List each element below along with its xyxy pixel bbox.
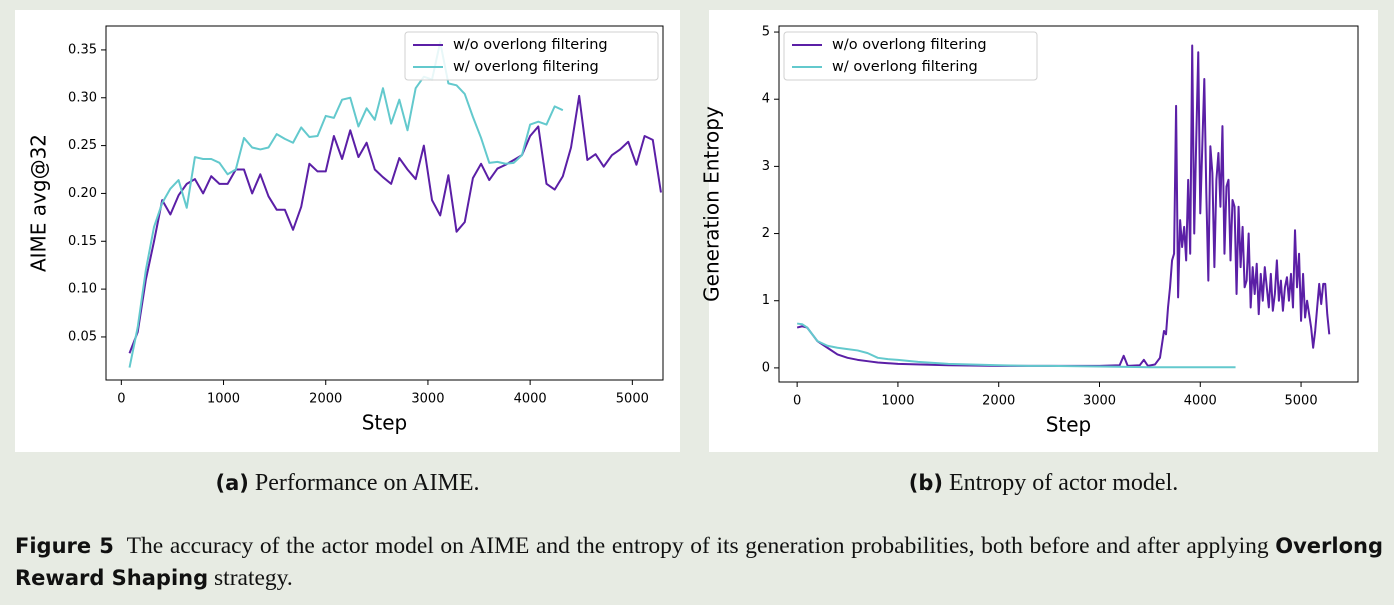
subcaption-a: (a) Performance on AIME. <box>15 470 680 497</box>
series-line <box>796 44 1331 367</box>
legend-label: w/o overlong filtering <box>453 37 608 53</box>
y-axis-label: Generation Entropy <box>700 106 724 302</box>
y-tick-label: 0.10 <box>68 282 97 297</box>
plot-frame <box>105 25 664 381</box>
x-tick-label: 3000 <box>1083 394 1116 409</box>
x-tick-label: 2000 <box>982 394 1015 409</box>
y-tick-label: 0.30 <box>68 90 97 105</box>
figure-label: Figure 5 <box>15 534 114 558</box>
y-tick-label: 0 <box>762 360 770 375</box>
y-tick-label: 0.05 <box>68 329 97 344</box>
figure-panels: 0 1000 2000 3000 4000 5000 0.05 0.10 0.15 0.20 0.2… <box>15 10 1378 452</box>
panel-a <box>15 10 680 452</box>
figure-caption: Figure 5 The accuracy of the actor model… <box>15 530 1383 594</box>
subcaption-b: (b) Entropy of actor model. <box>709 470 1378 497</box>
x-tick-label: 4000 <box>1184 394 1217 409</box>
caption-text-end: strategy. <box>214 565 293 591</box>
y-tick-label: 3 <box>762 159 770 174</box>
panel-b <box>709 10 1378 452</box>
y-tick-label: 0.35 <box>68 42 97 57</box>
legend-label: w/ overlong filtering <box>453 59 599 75</box>
y-tick-label: 5 <box>762 25 770 40</box>
y-axis-label: AIME avg@32 <box>27 134 51 272</box>
y-tick-label: 0.25 <box>68 138 97 153</box>
plot-frame <box>778 25 1359 383</box>
y-tick-label: 1 <box>762 293 770 308</box>
legend-box <box>404 31 659 81</box>
x-axis-label: Step <box>1046 413 1092 437</box>
x-tick-label: 0 <box>793 394 801 409</box>
x-tick-label: 4000 <box>514 392 547 407</box>
y-tick-label: 0.15 <box>68 234 97 249</box>
x-tick-label: 2000 <box>309 392 342 407</box>
x-tick-label: 5000 <box>1285 394 1318 409</box>
legend-label: w/ overlong filtering <box>832 59 978 75</box>
x-tick-label: 0 <box>117 392 125 407</box>
subcaption-label: (b) <box>908 471 943 495</box>
y-tick-label: 4 <box>762 92 770 107</box>
series-line <box>128 94 662 354</box>
caption-emphasis: Overlong Reward Shaping <box>15 534 1383 590</box>
x-axis-label: Step <box>362 411 408 435</box>
y-tick-label: 2 <box>762 226 770 241</box>
x-tick-label: 3000 <box>411 392 444 407</box>
x-tick-label: 1000 <box>207 392 240 407</box>
y-tick-label: 0.20 <box>68 186 97 201</box>
legend-label: w/o overlong filtering <box>832 37 987 53</box>
subcaption-text: Performance on AIME. <box>254 470 480 496</box>
x-tick-label: 5000 <box>616 392 649 407</box>
x-tick-label: 1000 <box>881 394 914 409</box>
subcaption-text: Entropy of actor model. <box>948 470 1179 496</box>
series-line <box>128 41 564 368</box>
series-line <box>797 322 1236 369</box>
caption-text: The accuracy of the actor model on AIME … <box>126 533 1269 559</box>
legend-box <box>783 31 1038 81</box>
subcaption-label: (a) <box>215 471 249 495</box>
